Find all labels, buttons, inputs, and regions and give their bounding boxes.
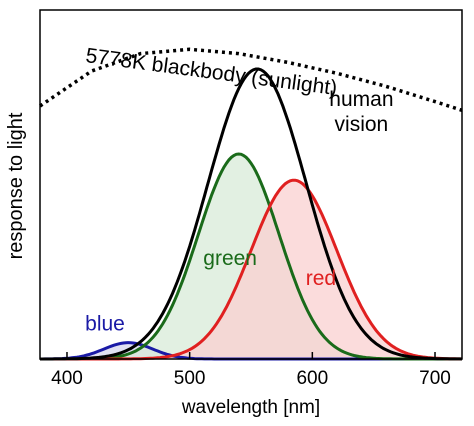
x-axis-ticks: 400 500 600 700 (51, 352, 451, 389)
plot-frame (39, 9, 463, 360)
blackbody-label: 5778K blackbody (sunlight) (84, 44, 338, 100)
y-axis-label: response to light (5, 112, 27, 259)
green-label: green (203, 247, 257, 270)
red-label: red (306, 267, 336, 290)
series-labels: blue green red human vision (85, 88, 393, 336)
x-tick-label-700: 700 (419, 368, 451, 389)
human-vision-curve (40, 67, 463, 361)
x-tick-label-500: 500 (174, 368, 206, 389)
x-tick-label-600: 600 (296, 368, 328, 389)
human-vision-label: human vision (329, 88, 393, 136)
blue-label: blue (85, 313, 125, 336)
red-area (40, 180, 462, 359)
x-tick-label-400: 400 (51, 368, 83, 389)
x-axis-label: wavelength [nm] (181, 397, 320, 418)
